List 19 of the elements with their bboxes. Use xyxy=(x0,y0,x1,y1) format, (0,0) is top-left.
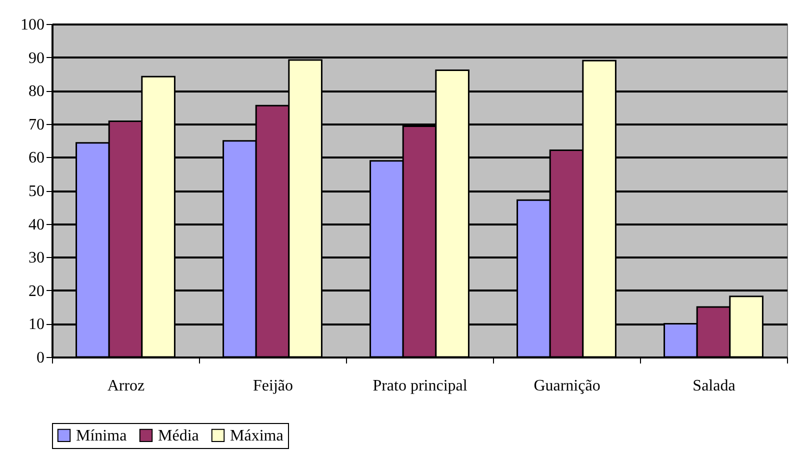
y-tick-label: 100 xyxy=(20,16,44,34)
x-tick-label: Feijão xyxy=(253,378,293,394)
y-tick-label: 10 xyxy=(28,316,44,334)
x-tick-label: Guarnição xyxy=(534,378,600,394)
y-tick-label: 50 xyxy=(28,183,44,200)
y-tick-label: 30 xyxy=(28,250,44,267)
legend-label: Mínima xyxy=(76,427,127,444)
y-tick-label: 40 xyxy=(28,216,44,234)
y-tick-label: 70 xyxy=(28,116,44,134)
x-tick-label: Prato principal xyxy=(372,378,468,394)
y-tick-label: 60 xyxy=(28,150,44,167)
y-tick-label: 20 xyxy=(28,282,44,300)
x-tick-label: Salada xyxy=(692,378,736,394)
y-tick-label: 90 xyxy=(28,50,44,67)
x-tick-label: Arroz xyxy=(107,378,145,394)
y-tick-label: 80 xyxy=(28,83,44,100)
y-tick-label: 0 xyxy=(36,350,44,366)
legend-label: Média xyxy=(158,427,199,444)
legend-label: Máxima xyxy=(230,427,284,444)
